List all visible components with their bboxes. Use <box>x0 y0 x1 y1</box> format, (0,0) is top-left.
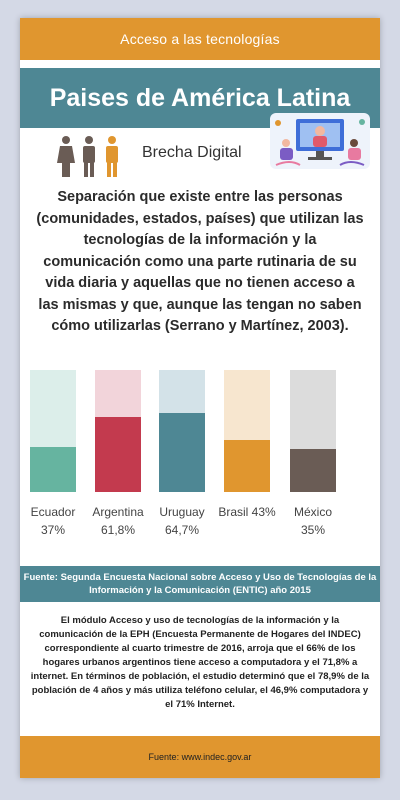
video-call-illustration <box>270 113 370 169</box>
bar-track <box>95 370 141 492</box>
title-band: Paises de América Latina <box>20 68 380 128</box>
bar-track <box>30 370 76 492</box>
category-band: Acceso a las tecnologías <box>20 18 380 60</box>
bar-track <box>224 370 270 492</box>
footer-band: Fuente: www.indec.gov.ar <box>20 736 380 778</box>
bar-uruguay <box>159 413 205 492</box>
source-text: Fuente: Segunda Encuesta Nacional sobre … <box>23 572 377 596</box>
value-label: 37% <box>40 523 66 537</box>
bar-ecuador <box>30 446 76 492</box>
source-band: Fuente: Segunda Encuesta Nacional sobre … <box>20 566 380 602</box>
bar-label: Ecuador 37% <box>20 503 88 539</box>
bar-brasil <box>224 439 270 492</box>
bar-label: Argentina 61,8% <box>83 503 153 539</box>
category-label: México <box>293 505 332 519</box>
bar-track <box>159 370 205 492</box>
value-label: 64,7% <box>164 523 200 537</box>
value-label: 61,8% <box>100 523 136 537</box>
bar-label: Uruguay 64,7% <box>147 503 217 539</box>
bar-argentina <box>95 416 141 492</box>
bar-mexico <box>290 449 336 492</box>
page-title: Paises de América Latina <box>49 83 351 112</box>
category-label: Ecuador <box>30 505 76 519</box>
infographic-card: Acceso a las tecnologías Paises de Améri… <box>20 18 380 778</box>
category-label: Brasil 43% <box>218 505 276 519</box>
category-label: Acceso a las tecnologías <box>120 31 280 47</box>
section-subtitle: Brecha Digital <box>142 144 242 161</box>
footer-source: Fuente: www.indec.gov.ar <box>148 752 252 762</box>
bar-label: Brasil 43% <box>212 503 282 521</box>
body-paragraph: El módulo Acceso y uso de tecnologías de… <box>30 615 370 710</box>
bar-label: México 35% <box>278 503 348 539</box>
definition-text: Separación que existe entre las personas… <box>36 189 364 334</box>
category-label: Uruguay <box>159 505 205 519</box>
people-icon <box>57 136 118 177</box>
category-label: Argentina <box>92 505 144 519</box>
value-label: 35% <box>300 523 326 537</box>
bar-track <box>290 370 336 492</box>
